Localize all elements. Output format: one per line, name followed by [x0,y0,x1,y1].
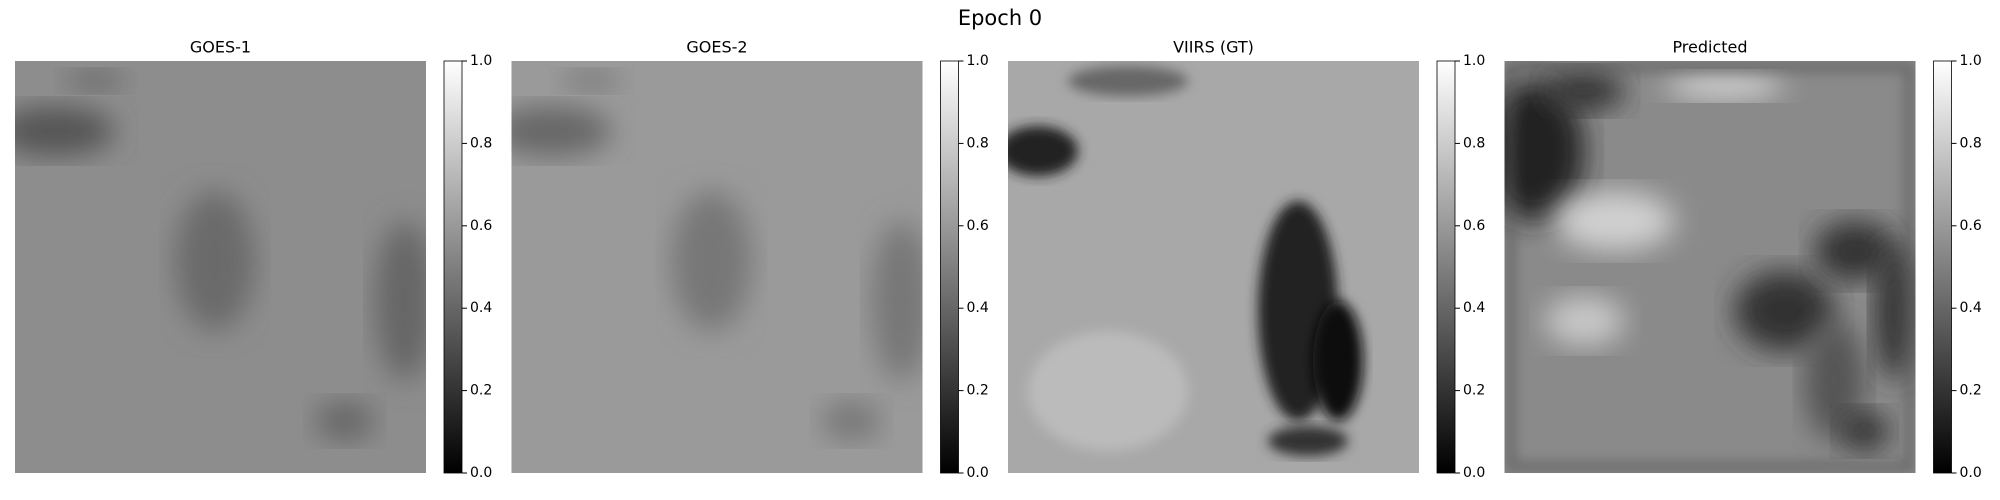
colorbar-tick-label: 0.8 [1463,135,1485,151]
colorbar-tick-label: 1.0 [1960,53,1982,69]
image [511,61,923,473]
colorbar [940,60,959,474]
colorbar-tick-label: 0.6 [1960,218,1982,234]
image-feature [15,106,115,156]
panel-title: VIIRS (GT) [1173,38,1254,57]
image-feature [561,71,622,91]
image-feature [1814,221,1895,281]
image-feature [1028,331,1188,451]
image-feature [65,71,125,91]
colorbar-tick-label: 1.0 [1463,53,1485,69]
image-border [1505,62,1915,472]
colorbar-tick-label: 0.4 [1960,300,1982,316]
colorbar-tick-label: 0.0 [1960,465,1982,481]
colorbar-tick-label: 0.4 [470,300,492,316]
panel-title: GOES-1 [190,38,251,57]
colorbar-tick-label: 0.8 [1960,135,1982,151]
image-feature [1268,426,1348,456]
image-feature [1554,191,1675,251]
colorbar-tick-label: 0.8 [470,135,492,151]
image-feature [1804,321,1865,441]
image-feature [1544,296,1625,346]
colorbar-tick-label: 0.2 [470,383,492,399]
image-feature [1544,71,1625,111]
image [1008,61,1419,473]
colorbar-tick-label: 0.0 [967,465,989,481]
figure-title: Epoch 0 [958,6,1042,30]
image [1504,61,1916,473]
image-feature [315,401,375,441]
colorbar-tick-label: 0.6 [967,218,989,234]
image-feature [1068,66,1188,96]
colorbar-tick-label: 0.2 [967,383,989,399]
image-feature [671,191,752,331]
colorbar-tick-label: 0.2 [1463,383,1485,399]
colorbar-tick-label: 0.4 [967,300,989,316]
colorbar [443,60,463,474]
image-feature [175,191,255,331]
image-feature [1839,411,1890,451]
image [15,61,426,473]
image-feature [1313,301,1363,421]
colorbar-tick-label: 1.0 [967,53,989,69]
panel-title: GOES-2 [686,38,747,57]
image-feature [871,221,923,381]
colorbar [1933,60,1952,474]
colorbar [1436,60,1456,474]
colorbar-tick-label: 1.0 [470,53,492,69]
image-feature [1008,126,1078,176]
panel-title: Predicted [1672,38,1747,57]
image-feature [1504,81,1585,221]
colorbar-tick-label: 0.0 [470,465,492,481]
image-feature [821,401,882,441]
colorbar-tick-label: 0.8 [967,135,989,151]
image-feature [375,221,426,381]
colorbar-tick-label: 0.0 [1463,465,1485,481]
colorbar-tick-label: 0.6 [1463,218,1485,234]
colorbar-tick-label: 0.2 [1960,383,1982,399]
colorbar-tick-label: 0.6 [470,218,492,234]
image-feature [511,106,612,156]
image-feature [1734,271,1835,351]
colorbar-tick-label: 0.4 [1463,300,1485,316]
image-feature [1664,74,1785,98]
